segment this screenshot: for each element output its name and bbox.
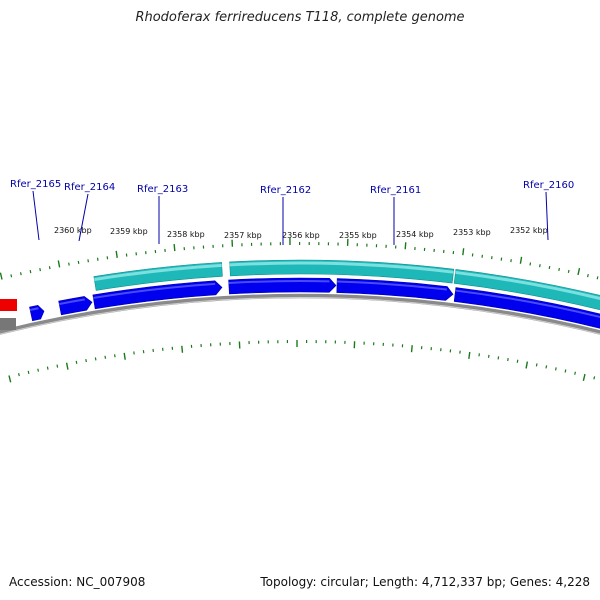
inner-minor-tick — [535, 363, 538, 367]
gene-leader-line — [32, 190, 40, 241]
kbp-label: 2354 kbp — [396, 230, 434, 239]
gene-leader-line — [545, 191, 549, 241]
outer-major-tick — [519, 256, 523, 264]
inner-minor-tick — [85, 359, 87, 363]
cds-arrow-6 — [453, 287, 600, 329]
gene-track — [0, 277, 600, 330]
cds-arrow-highlight-3 — [93, 282, 216, 299]
inner-minor-tick — [27, 370, 30, 374]
kbp-label: 2355 kbp — [339, 231, 377, 240]
inner-major-tick — [468, 351, 471, 360]
backbone-ring — [0, 293, 600, 335]
inner-minor-tick — [574, 371, 576, 375]
inner-major-tick — [181, 345, 184, 353]
feature-band-highlight-1 — [94, 263, 222, 282]
outer-minor-tick — [68, 262, 70, 266]
inner-major-tick — [582, 373, 586, 382]
gene-leader-line — [78, 193, 89, 242]
outer-minor-tick — [48, 266, 51, 270]
backbone-arc — [0, 293, 600, 335]
inner-minor-tick — [593, 376, 596, 380]
kbp-labels: 2360 kbp 2359 kbp 2358 kbp 2357 kbp 2356 kbp… — [54, 226, 548, 240]
inner-major-tick — [410, 345, 413, 353]
outer-minor-tick — [539, 264, 541, 268]
inner-minor-tick — [94, 357, 97, 361]
outer-major-tick — [115, 250, 118, 258]
feature-band-1 — [93, 262, 223, 291]
inner-minor-tick — [75, 360, 78, 364]
outer-minor-tick — [596, 276, 599, 280]
kbp-label: 2357 kbp — [224, 231, 262, 240]
kbp-label: 2356 kbp — [282, 231, 320, 240]
inner-minor-tick — [516, 359, 519, 363]
cds-arrow-highlight-5 — [337, 280, 448, 291]
gray-feature — [0, 318, 16, 330]
outer-minor-tick — [558, 267, 560, 272]
outer-minor-tick — [29, 270, 32, 274]
gene-label: Rfer_2164 — [64, 182, 115, 193]
outer-major-tick — [57, 260, 61, 268]
inner-minor-tick — [545, 365, 548, 369]
inner-major-tick — [525, 361, 529, 369]
kbp-label: 2352 kbp — [510, 226, 548, 235]
inner-minor-tick — [56, 364, 59, 368]
outer-major-tick — [577, 267, 581, 276]
cds-arrow-highlight-2 — [59, 298, 85, 306]
cds-arrow-2 — [58, 296, 93, 316]
gene-label: Rfer_2165 — [10, 179, 61, 190]
inner-minor-tick — [18, 373, 20, 377]
outer-minor-tick — [567, 269, 570, 274]
inner-minor-tick — [46, 366, 49, 370]
gene-labels: Rfer_2165 Rfer_2164 Rfer_2163 Rfer_2162 Rfer… — [10, 179, 574, 245]
feature-band-highlight-2 — [229, 261, 454, 274]
cds-arrow-5 — [336, 278, 454, 301]
outer-major-tick — [462, 248, 465, 256]
red-feature — [0, 299, 17, 311]
outer-major-tick — [404, 242, 407, 250]
gene-label: Rfer_2160 — [523, 180, 574, 191]
outer-major-tick — [173, 243, 176, 252]
cds-arrow-highlight-1 — [29, 307, 39, 312]
inner-minor-tick — [554, 367, 557, 371]
kbp-label: 2360 kbp — [54, 226, 92, 235]
map-title: Rhodoferax ferrireducens T118, complete … — [135, 10, 465, 25]
gene-label: Rfer_2163 — [137, 184, 188, 195]
genome-summary: Topology: circular; Length: 4,712,337 bp… — [260, 575, 590, 589]
inner-major-tick — [123, 352, 126, 360]
cds-arrow-3 — [92, 280, 223, 310]
kbp-label: 2353 kbp — [453, 228, 491, 237]
cds-arrow-highlight-6 — [455, 289, 600, 319]
outer-minor-tick — [10, 274, 13, 278]
outer-minor-tick — [77, 260, 80, 264]
inner-minor-tick — [564, 369, 567, 373]
outer-minor-tick — [548, 265, 551, 270]
kbp-label: 2359 kbp — [110, 227, 148, 236]
inner-major-tick — [8, 375, 12, 383]
outer-minor-tick — [19, 272, 22, 276]
outer-minor-tick — [529, 262, 532, 266]
feature-band-highlight-3 — [455, 270, 600, 301]
gene-label: Rfer_2162 — [260, 185, 311, 196]
feature-band-3 — [453, 269, 600, 311]
gene-label: Rfer_2161 — [370, 185, 421, 196]
accession-label: Accession: NC_007908 — [9, 575, 146, 589]
cds-arrow-highlight-4 — [228, 280, 330, 284]
backbone-highlight — [0, 297, 600, 335]
outer-minor-tick — [587, 274, 589, 278]
feature-track — [93, 259, 600, 311]
tick-marks — [0, 238, 599, 383]
outer-minor-tick — [39, 268, 41, 272]
inner-minor-tick — [37, 368, 40, 372]
inner-major-tick — [65, 362, 69, 370]
inner-minor-tick — [507, 357, 509, 362]
kbp-label: 2358 kbp — [167, 230, 205, 239]
outer-major-tick — [0, 272, 3, 280]
